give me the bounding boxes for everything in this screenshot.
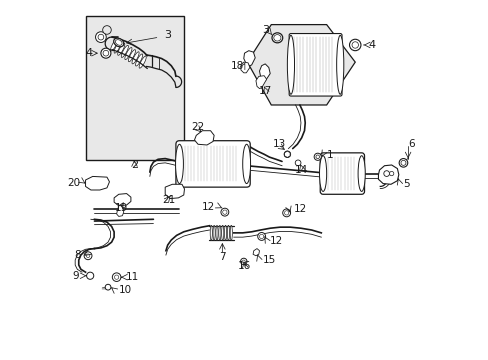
Ellipse shape	[139, 56, 146, 68]
Circle shape	[351, 42, 358, 48]
Circle shape	[112, 273, 121, 282]
Circle shape	[284, 151, 290, 157]
Text: 18: 18	[230, 61, 244, 71]
Polygon shape	[378, 165, 398, 184]
Ellipse shape	[287, 35, 294, 94]
Text: 1: 1	[326, 150, 333, 160]
Ellipse shape	[110, 39, 118, 51]
Ellipse shape	[121, 45, 128, 58]
Circle shape	[398, 158, 407, 167]
FancyBboxPatch shape	[320, 153, 364, 194]
Polygon shape	[253, 249, 259, 256]
Ellipse shape	[132, 52, 139, 64]
Text: 13: 13	[272, 139, 285, 149]
Polygon shape	[194, 131, 214, 145]
Circle shape	[242, 260, 244, 263]
Circle shape	[103, 50, 108, 56]
Circle shape	[240, 258, 246, 265]
Text: 14: 14	[294, 165, 307, 175]
Polygon shape	[255, 76, 266, 89]
Ellipse shape	[218, 225, 221, 240]
Text: 19: 19	[114, 203, 128, 213]
Ellipse shape	[213, 225, 215, 240]
Text: 12: 12	[270, 236, 283, 246]
Text: 4: 4	[368, 40, 375, 50]
Text: 7: 7	[219, 252, 225, 262]
Circle shape	[313, 153, 321, 160]
Ellipse shape	[124, 48, 132, 60]
Circle shape	[349, 39, 360, 51]
Circle shape	[86, 272, 94, 279]
Ellipse shape	[230, 225, 232, 240]
Polygon shape	[85, 176, 109, 190]
Ellipse shape	[115, 40, 122, 45]
Ellipse shape	[216, 225, 218, 240]
Ellipse shape	[319, 156, 326, 192]
Circle shape	[222, 210, 226, 214]
Circle shape	[389, 171, 393, 176]
Circle shape	[400, 160, 405, 165]
Circle shape	[284, 211, 288, 215]
FancyBboxPatch shape	[288, 33, 341, 96]
Ellipse shape	[221, 225, 224, 240]
Text: 3: 3	[164, 30, 171, 40]
Ellipse shape	[336, 35, 343, 94]
Ellipse shape	[175, 144, 183, 184]
Text: 11: 11	[125, 272, 139, 282]
Circle shape	[86, 254, 90, 257]
Ellipse shape	[357, 156, 365, 192]
Text: 17: 17	[259, 86, 272, 96]
Text: 12: 12	[293, 203, 306, 213]
Circle shape	[101, 48, 111, 58]
Text: 9: 9	[73, 271, 80, 281]
Text: 15: 15	[263, 255, 276, 265]
Polygon shape	[244, 51, 255, 66]
Polygon shape	[259, 64, 270, 80]
Ellipse shape	[135, 54, 142, 66]
Ellipse shape	[210, 225, 212, 240]
Polygon shape	[116, 206, 123, 216]
Text: 10: 10	[119, 285, 132, 295]
Text: 2: 2	[131, 160, 138, 170]
Ellipse shape	[128, 50, 135, 62]
Text: 6: 6	[407, 139, 414, 149]
Ellipse shape	[118, 43, 124, 55]
Text: 8: 8	[74, 250, 81, 260]
Circle shape	[95, 32, 106, 42]
Bar	[85, 16, 183, 160]
Text: 20: 20	[67, 178, 80, 188]
Polygon shape	[241, 62, 249, 73]
Circle shape	[102, 26, 111, 34]
Text: 22: 22	[191, 122, 204, 132]
Circle shape	[295, 160, 300, 166]
Text: 21: 21	[162, 195, 175, 204]
Ellipse shape	[224, 225, 226, 240]
Circle shape	[84, 252, 92, 260]
FancyBboxPatch shape	[176, 141, 250, 187]
Polygon shape	[165, 184, 184, 199]
Ellipse shape	[227, 225, 229, 240]
Circle shape	[114, 275, 119, 279]
Text: 4: 4	[85, 48, 92, 58]
Ellipse shape	[271, 33, 282, 43]
Ellipse shape	[114, 38, 123, 47]
Polygon shape	[247, 24, 354, 105]
Circle shape	[98, 34, 103, 40]
Circle shape	[221, 208, 228, 216]
Circle shape	[105, 284, 111, 290]
Circle shape	[383, 171, 389, 176]
Text: 16: 16	[237, 261, 251, 271]
Text: 3: 3	[261, 25, 268, 35]
Circle shape	[257, 233, 265, 240]
Ellipse shape	[114, 41, 121, 53]
Ellipse shape	[273, 35, 281, 41]
Text: 12: 12	[202, 202, 215, 212]
Polygon shape	[114, 194, 131, 206]
Text: 5: 5	[403, 179, 409, 189]
Circle shape	[315, 155, 319, 158]
Circle shape	[282, 209, 290, 217]
Circle shape	[259, 234, 263, 239]
Ellipse shape	[242, 144, 250, 184]
